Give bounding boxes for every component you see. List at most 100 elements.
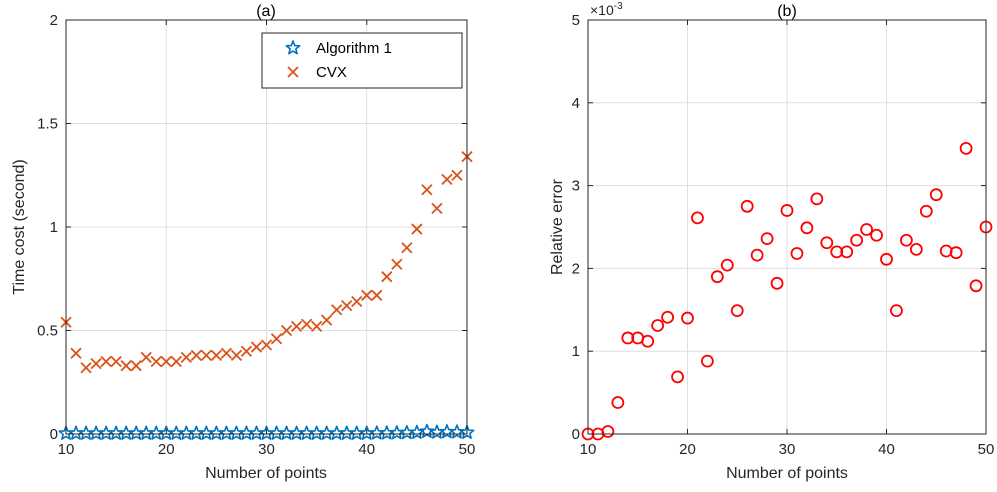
data-point (419, 423, 435, 438)
data-point (611, 396, 625, 409)
data-point (890, 304, 903, 318)
panel-a-y-axis-label: Time cost (second) (11, 159, 28, 294)
data-point (180, 351, 192, 364)
data-point (411, 223, 423, 235)
data-point (740, 199, 754, 213)
data-point (969, 279, 983, 293)
legend-label-algorithm-1: Algorithm 1 (316, 40, 392, 57)
y-tick-label: 1 (572, 343, 580, 360)
data-point (190, 349, 202, 361)
data-point (260, 339, 273, 351)
data-point (900, 233, 913, 247)
data-point (200, 349, 212, 361)
data-point (120, 360, 132, 372)
data-point (321, 314, 333, 326)
data-point (850, 233, 864, 247)
data-point (691, 211, 704, 225)
legend-marker-algorithm-1-star-icon (285, 40, 301, 55)
data-point (710, 270, 724, 284)
panel-b-relative-error-chart: 10 20 30 40 50 0 1 2 3 4 5 (b) Number of points Re… (549, 1, 994, 482)
panel-b-y-axis-label: Relative error (549, 178, 566, 275)
x-tick-label: 30 (258, 441, 275, 458)
panel-a-series-1 (60, 150, 473, 374)
data-point (160, 355, 172, 368)
data-point (909, 242, 923, 256)
data-point (431, 202, 443, 215)
panel-a-legend: Algorithm 1 CVX (261, 32, 463, 89)
data-point (300, 318, 313, 330)
data-point (290, 320, 303, 332)
x-tick-label: 20 (158, 441, 175, 458)
y-tick-label: 0 (50, 426, 58, 443)
data-point (760, 232, 774, 245)
x-tick-label: 40 (358, 441, 375, 458)
data-point (220, 347, 233, 359)
data-point (421, 184, 433, 196)
y-tick-label: 0 (572, 426, 580, 443)
data-point (601, 425, 615, 438)
y-tick-label: 3 (572, 178, 580, 195)
data-point (919, 204, 933, 218)
data-point (130, 360, 142, 372)
panel-a-title: (a) (256, 3, 276, 20)
data-point (140, 351, 152, 364)
data-point (959, 141, 973, 155)
data-point (790, 247, 804, 260)
data-point (270, 333, 283, 345)
panel-b-title: (b) (777, 3, 797, 20)
legend-box (261, 32, 463, 89)
data-point (70, 347, 82, 359)
legend-star-marker (285, 40, 301, 55)
data-point (701, 354, 714, 368)
data-point (361, 289, 373, 301)
data-point (401, 242, 413, 254)
data-point (800, 221, 814, 235)
data-point (720, 258, 734, 272)
data-point (780, 204, 794, 217)
data-point (770, 276, 784, 290)
panel-a-time-cost-chart: 10 20 30 40 50 0 0.5 1 1.5 2 (a) Number of points… (11, 3, 475, 482)
data-point (250, 341, 263, 353)
y-tick-label: 1.5 (37, 116, 58, 133)
data-point (210, 349, 223, 361)
data-point (310, 320, 323, 332)
data-point (451, 169, 463, 181)
data-point (230, 349, 243, 361)
x-tick-label: 40 (878, 441, 895, 458)
data-point (441, 173, 453, 186)
data-point (820, 236, 834, 250)
data-point (391, 258, 403, 270)
panel-a-ticks: 10 20 30 40 50 0 0.5 1 1.5 2 (37, 12, 475, 458)
panel-a-x-axis-label: Number of points (205, 465, 327, 482)
x-tick-label: 50 (459, 441, 476, 458)
data-point (621, 331, 635, 345)
data-point (880, 252, 893, 266)
data-point (810, 192, 824, 206)
data-point (459, 424, 475, 440)
data-point (100, 355, 112, 368)
legend-label-cvx: CVX (316, 64, 347, 81)
x-tick-label: 30 (779, 441, 796, 458)
data-point (110, 355, 122, 368)
data-point (381, 271, 393, 283)
panel-b-ticks: 10 20 30 40 50 0 1 2 3 4 5 (572, 12, 995, 458)
x-tick-label: 10 (58, 441, 75, 458)
y-tick-label: 0.5 (37, 323, 58, 340)
data-point (80, 362, 92, 374)
panel-b-x-axis-label: Number of points (726, 465, 848, 482)
legend-marker-cvx-x-icon (287, 66, 299, 78)
y-tick-label: 4 (572, 95, 580, 112)
data-point (661, 310, 674, 324)
data-point (371, 289, 383, 301)
exponent-base: ×10 (590, 2, 614, 18)
data-point (870, 228, 883, 242)
data-point (840, 245, 854, 259)
y-tick-label: 2 (50, 12, 58, 29)
legend-x-marker (287, 66, 299, 78)
y-tick-label: 2 (572, 260, 580, 277)
data-point (280, 324, 293, 337)
data-point (240, 345, 253, 357)
data-point (730, 304, 744, 318)
data-point (949, 246, 963, 260)
